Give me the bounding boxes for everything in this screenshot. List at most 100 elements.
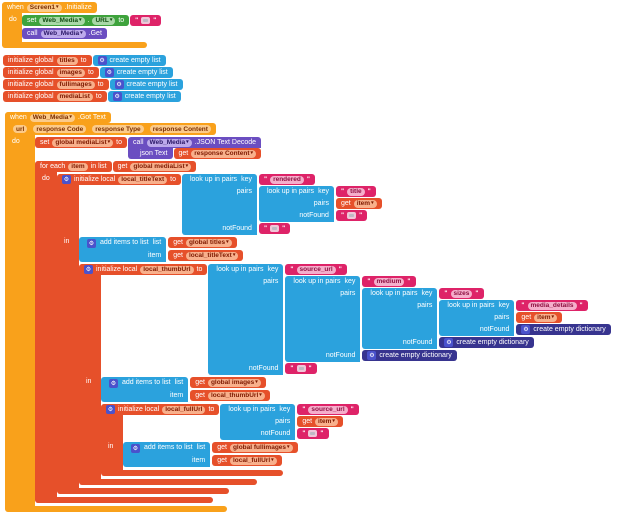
variable-dropdown[interactable]: global mediaList ▾ (52, 138, 114, 147)
component-dropdown[interactable]: Web_Media ▾ (146, 138, 192, 147)
for-each-header[interactable]: for each item in list (35, 161, 112, 172)
property-dropdown[interactable]: URL ▾ (92, 16, 116, 25)
mutator-gear-icon[interactable]: ⚙ (106, 405, 115, 414)
variable-dropdown[interactable]: local_thumbUrl ▾ (207, 391, 265, 400)
text-string-block[interactable]: " media_details " (516, 300, 588, 311)
init-local-thumburl-block[interactable]: ⚙ initialize local local_thumbUrl to (79, 264, 611, 485)
init-global-medialist-block[interactable]: initialize global mediaList to ⚙ create emp… (3, 91, 181, 102)
add-items-titles-block[interactable]: ⚙ add items to list list get global titles ▾… (79, 237, 244, 262)
get-local-thumburl-block[interactable]: get local_thumbUrl ▾ (190, 390, 270, 401)
create-empty-list-block[interactable]: ⚙ create empty list (92, 55, 166, 66)
text-string-block[interactable]: " source_url " (285, 264, 347, 275)
mutator-gear-icon[interactable]: ⚙ (104, 68, 114, 77)
lookup-title-block[interactable]: look up in pairs key " title " pairs get ite… (258, 186, 382, 222)
mutator-gear-icon[interactable]: ⚙ (521, 325, 531, 334)
init-global-fullimages-block[interactable]: initialize global fullimages to ⚙ create em… (3, 79, 183, 90)
mutator-gear-icon[interactable]: ⚙ (112, 92, 122, 101)
lookup-sourceurl-block[interactable]: look up in pairs key " source_url " pairs l… (208, 264, 611, 375)
when-web-gottext-block[interactable]: when Web_Media ▾ .Got Text url response C… (5, 112, 611, 512)
text-field[interactable]: medium (373, 277, 405, 286)
get-local-titletext-block[interactable]: get local_titleText ▾ (168, 250, 244, 261)
empty-text-string-block[interactable]: " " (335, 210, 368, 221)
get-global-fullimages-block[interactable]: get global fullimages ▾ (212, 442, 298, 453)
empty-text-field[interactable] (308, 430, 318, 437)
text-field[interactable]: sizes (450, 289, 473, 298)
variable-dropdown[interactable]: local_titleText ▾ (185, 251, 239, 260)
component-dropdown[interactable]: Web_Media ▾ (40, 29, 86, 38)
lookup-mediadetails-block[interactable]: look up in pairs key " media_details " pair… (439, 300, 611, 336)
variable-dropdown[interactable]: item ▾ (353, 199, 377, 208)
variable-dropdown[interactable]: global titles ▾ (185, 238, 232, 247)
get-response-content-block[interactable]: get response Content ▾ (173, 148, 262, 159)
mutator-gear-icon[interactable]: ⚙ (367, 351, 377, 360)
get-global-medialist-block[interactable]: get global mediaList ▾ (112, 161, 197, 172)
text-field[interactable]: source_url (296, 265, 336, 274)
mutator-gear-icon[interactable]: ⚙ (87, 239, 96, 248)
param-response-code[interactable]: response Code (33, 125, 87, 133)
create-empty-list-block[interactable]: ⚙ create empty list (107, 91, 181, 102)
mutator-gear-icon[interactable]: ⚙ (131, 444, 140, 453)
loop-var-field[interactable]: item (68, 162, 88, 171)
empty-text-field[interactable] (347, 212, 357, 219)
empty-text-field[interactable] (270, 225, 280, 232)
component-dropdown[interactable]: Web_Media ▾ (29, 113, 75, 122)
mutator-gear-icon[interactable]: ⚙ (62, 175, 71, 184)
text-field[interactable]: media_details (527, 301, 577, 310)
get-item-block[interactable]: get item ▾ (335, 198, 382, 209)
global-name-field[interactable]: mediaList (56, 92, 93, 101)
variable-dropdown[interactable]: item ▾ (534, 313, 558, 322)
text-field[interactable]: rendered (270, 175, 304, 184)
empty-text-string-block[interactable]: " " (297, 428, 329, 439)
call-web-get-block[interactable]: call Web_Media ▾ .Get (22, 28, 107, 39)
init-local-header[interactable]: ⚙ initialize local local_fullUrl to (101, 404, 220, 415)
add-items-fullimages-block[interactable]: ⚙ add items to list list get global fullima… (123, 442, 298, 467)
init-global-titles-block[interactable]: initialize global titles to ⚙ create empty … (3, 55, 166, 66)
param-url[interactable]: url (13, 125, 28, 133)
variable-dropdown[interactable]: item ▾ (315, 417, 338, 426)
text-field[interactable]: title (347, 187, 365, 196)
get-item-block[interactable]: get item ▾ (516, 312, 563, 323)
mutator-gear-icon[interactable]: ⚙ (84, 265, 93, 274)
global-name-field[interactable]: images (56, 68, 85, 77)
set-global-medialist-block[interactable]: set global mediaList ▾ to (35, 137, 127, 148)
call-json-decode-block[interactable]: call Web_Media ▾ .JSON Text Decode json T… (128, 137, 262, 159)
variable-dropdown[interactable]: global mediaList ▾ (130, 162, 192, 171)
empty-text-field[interactable] (296, 365, 306, 372)
create-empty-dictionary-block[interactable]: ⚙ create empty dictionary (362, 350, 457, 361)
text-string-block[interactable]: " title " (335, 186, 376, 197)
variable-dropdown[interactable]: global images ▾ (207, 378, 261, 387)
empty-text-string-block[interactable]: " " (130, 15, 162, 26)
global-name-field[interactable]: titles (56, 56, 78, 65)
local-name-field[interactable]: local_thumbUrl (140, 265, 194, 274)
mutator-gear-icon[interactable]: ⚙ (444, 338, 454, 347)
empty-text-field[interactable] (141, 17, 151, 24)
set-url-block[interactable]: set Web_Media ▾ . URL ▾ to (22, 15, 130, 26)
local-name-field[interactable]: local_fullUrl (162, 405, 206, 414)
lookup-sourceurl-full-block[interactable]: look up in pairs key " source_url " pairs g… (220, 404, 359, 440)
get-local-fullurl-block[interactable]: get local_fullUrl ▾ (212, 455, 282, 466)
param-response-type[interactable]: response Type (92, 125, 144, 133)
text-string-block[interactable]: " source_url " (297, 404, 359, 415)
global-name-field[interactable]: fullimages (56, 80, 95, 89)
text-field[interactable]: source_url (308, 405, 348, 414)
lookup-rendered-block[interactable]: look up in pairs key " rendered " pairs loo… (181, 174, 382, 235)
init-local-header[interactable]: ⚙ initialize local local_thumbUrl to (79, 264, 208, 275)
param-response-content[interactable]: response Content (149, 125, 211, 133)
empty-text-string-block[interactable]: " " (285, 363, 317, 374)
lookup-sizes-block[interactable]: look up in pairs key " sizes " pairs (362, 288, 611, 349)
create-empty-dictionary-block[interactable]: ⚙ create empty dictionary (439, 337, 534, 348)
create-empty-dictionary-block[interactable]: ⚙ create empty dictionary (516, 324, 611, 335)
event-header[interactable]: when Web_Media ▾ .Got Text (5, 112, 111, 123)
init-local-fullurl-block[interactable]: ⚙ initialize local local_fullUrl to (101, 404, 359, 476)
mutator-gear-icon[interactable]: ⚙ (97, 56, 107, 65)
component-dropdown[interactable]: Web_Media ▾ (39, 16, 85, 25)
variable-dropdown[interactable]: global fullimages ▾ (229, 443, 293, 452)
text-string-block[interactable]: " sizes " (439, 288, 484, 299)
empty-text-string-block[interactable]: " " (258, 223, 291, 234)
init-global-images-block[interactable]: initialize global images to ⚙ create empty … (3, 67, 173, 78)
variable-dropdown[interactable]: local_fullUrl ▾ (229, 456, 277, 465)
get-item-block[interactable]: get item ▾ (297, 416, 343, 427)
lookup-medium-block[interactable]: look up in pairs key " medium " pairs look … (285, 276, 611, 362)
init-local-titletext-block[interactable]: ⚙ initialize local local_titleText to lo… (57, 174, 611, 494)
mutator-gear-icon[interactable]: ⚙ (114, 80, 124, 89)
